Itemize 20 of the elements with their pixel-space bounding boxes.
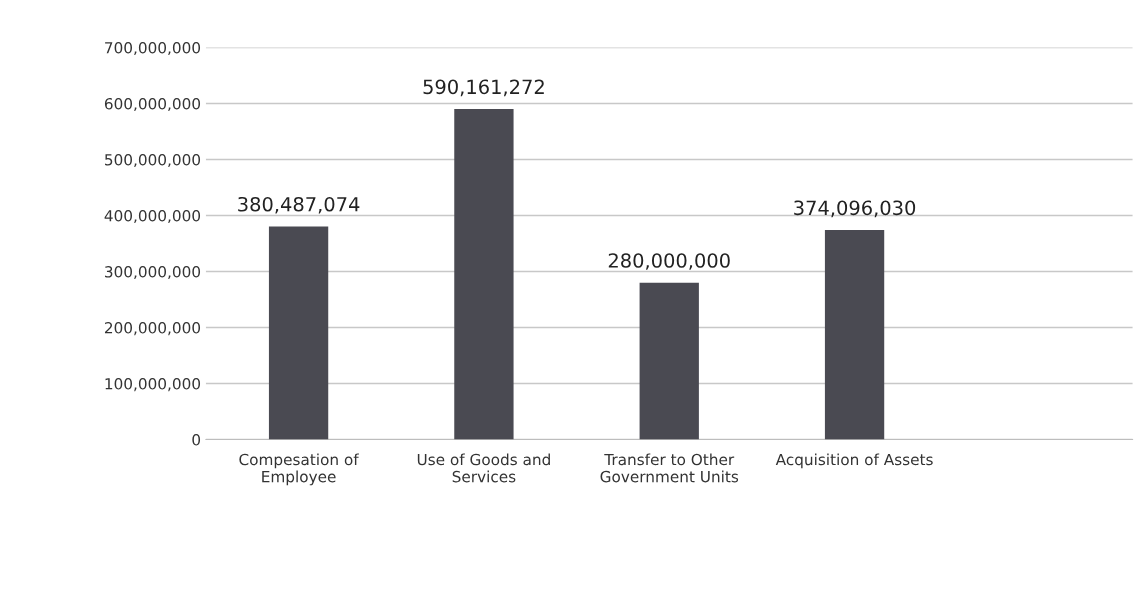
y-tick-label: 200,000,000 — [104, 322, 201, 336]
bar — [268, 226, 329, 440]
bar — [639, 282, 699, 440]
data-label: 380,487,074 — [238, 196, 360, 214]
bar — [454, 109, 514, 440]
data-label: 590,161,272 — [423, 79, 544, 97]
y-tick-label: 600,000,000 — [104, 97, 201, 112]
y-tick-label: 0 — [192, 434, 201, 446]
x-tick-label: Compesation of Employee — [239, 453, 359, 486]
y-tick-label: 100,000,000 — [105, 378, 201, 392]
data-label: 280,000,000 — [608, 253, 730, 270]
x-tick-label: Acquisition of Assets — [775, 453, 933, 469]
y-tick-label: 300,000,000 — [105, 266, 201, 280]
x-tick-label: Use of Goods and Services — [417, 453, 550, 483]
y-tick-label: 700,000,000 — [105, 41, 201, 56]
bar — [824, 230, 885, 440]
y-tick-label: 500,000,000 — [105, 154, 201, 168]
data-label: 374,096,030 — [794, 200, 916, 218]
y-tick-label: 400,000,000 — [104, 210, 201, 224]
x-tick-label: Transfer to Other Government Units — [600, 453, 739, 483]
